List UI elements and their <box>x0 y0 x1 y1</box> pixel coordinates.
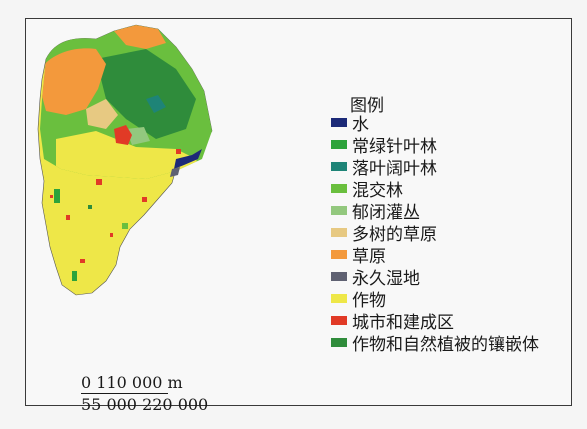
legend-item-woody-savanna: 多树的草原 <box>331 221 437 245</box>
legend-label: 作物和自然植被的镶嵌体 <box>352 334 539 355</box>
wetland <box>170 167 180 177</box>
scale-bar-bottom-label: 55 000 220 000 <box>81 395 209 414</box>
legend-item-cropland-mosaic: 作物和自然植被的镶嵌体 <box>331 331 539 355</box>
urban-area <box>110 233 113 237</box>
legend-label: 城市和建成区 <box>352 312 454 333</box>
legend-swatch <box>331 183 347 193</box>
legend-swatch <box>331 315 347 325</box>
urban-area <box>96 179 102 185</box>
legend-item-mixed-forest: 混交林 <box>331 177 403 201</box>
legend-item-cropland: 作物 <box>331 287 386 311</box>
legend-swatch <box>331 139 347 149</box>
legend-item-deciduous-broadleaf: 落叶阔叶林 <box>331 155 437 179</box>
legend-label: 落叶阔叶林 <box>352 158 437 179</box>
legend-item-closed-shrubland: 郁闭灌丛 <box>331 199 420 223</box>
legend-swatch <box>331 161 347 171</box>
vegetation-patch <box>88 205 92 209</box>
legend-swatch <box>331 337 347 347</box>
legend-swatch <box>331 271 347 281</box>
land-cover-map <box>37 24 213 296</box>
legend-label: 草原 <box>352 246 386 267</box>
scale-bar-top-label: 0 110 000 m <box>81 373 183 392</box>
vegetation-patch <box>54 189 60 203</box>
legend-item-permanent-wetland: 永久湿地 <box>331 265 420 289</box>
scale-bar-line <box>81 393 168 394</box>
coastal-water <box>174 149 202 169</box>
legend-swatch <box>331 227 347 237</box>
legend-label: 多树的草原 <box>352 224 437 245</box>
urban-area-main <box>114 125 132 145</box>
legend-item-grassland: 草原 <box>331 243 386 267</box>
legend-swatch <box>331 117 347 127</box>
legend-label: 常绿针叶林 <box>352 136 437 157</box>
legend-label: 水 <box>352 114 369 135</box>
legend-title: 图例 <box>350 96 384 116</box>
legend-item-water: 水 <box>331 111 369 135</box>
urban-area <box>50 195 53 198</box>
urban-area <box>176 149 181 154</box>
vegetation-patch <box>72 271 77 281</box>
legend-label: 作物 <box>352 290 386 311</box>
urban-area <box>66 215 70 220</box>
legend-swatch <box>331 249 347 259</box>
legend-label: 混交林 <box>352 180 403 201</box>
legend-item-urban: 城市和建成区 <box>331 309 454 333</box>
urban-area <box>142 197 147 202</box>
legend-swatch <box>331 205 347 215</box>
urban-area <box>80 259 85 263</box>
legend-label: 郁闭灌丛 <box>352 202 420 223</box>
vegetation-patch <box>122 223 128 229</box>
legend-item-evergreen-needleleaf: 常绿针叶林 <box>331 133 437 157</box>
map-frame: 图例 水 常绿针叶林 落叶阔叶林 混交林 郁闭灌丛 多树的草原 草原 永久湿地 … <box>25 18 572 414</box>
legend-label: 永久湿地 <box>352 268 420 289</box>
legend-swatch <box>331 293 347 303</box>
